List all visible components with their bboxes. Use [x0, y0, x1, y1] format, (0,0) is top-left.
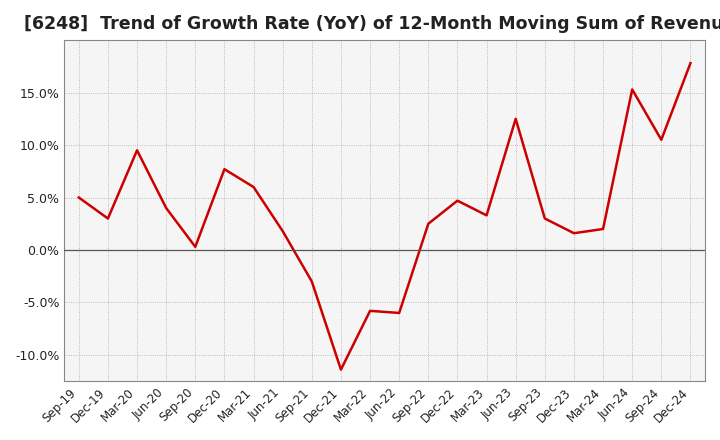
Title: [6248]  Trend of Growth Rate (YoY) of 12-Month Moving Sum of Revenues: [6248] Trend of Growth Rate (YoY) of 12-…	[24, 15, 720, 33]
